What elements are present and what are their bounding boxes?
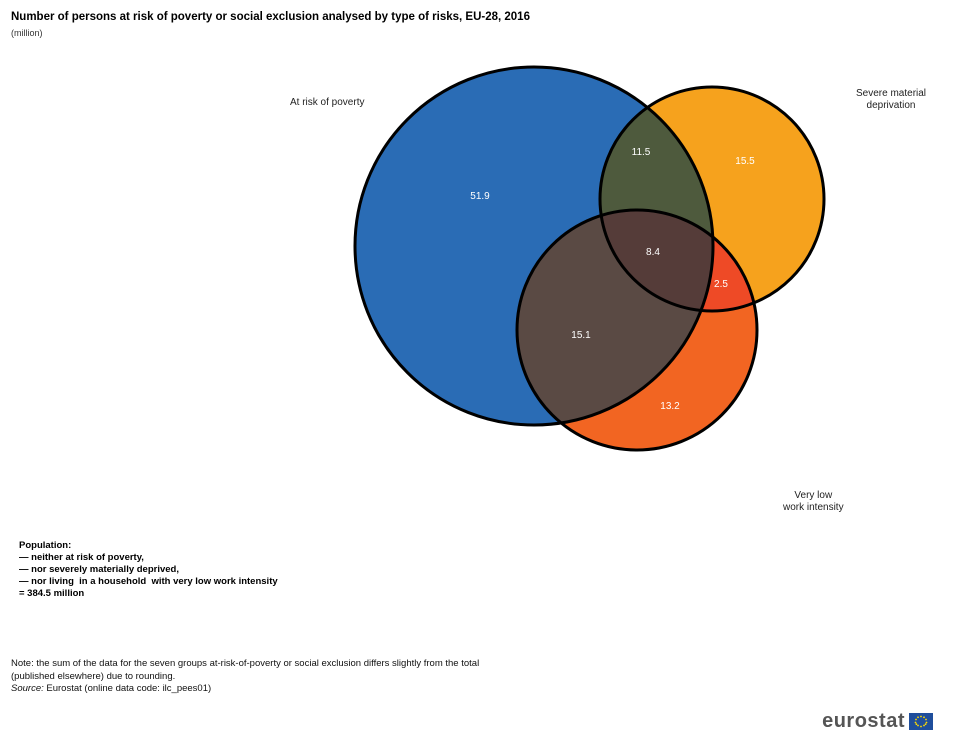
footnote: Note: the sum of the data for the seven … <box>11 658 480 694</box>
value-deprivation-work: 2.5 <box>714 279 728 290</box>
set-label-poverty: At risk of poverty <box>290 97 365 108</box>
value-poverty-work: 15.1 <box>571 330 591 341</box>
source-label: Source: <box>11 683 44 694</box>
logo-text: eurostat <box>822 710 905 732</box>
set-label-work: Very low work intensity <box>783 490 844 513</box>
value-deprivation-only: 15.5 <box>735 156 755 167</box>
set-label-deprivation: Severe material deprivation <box>856 88 927 111</box>
eu-flag-icon <box>909 713 933 730</box>
region-all-three <box>600 210 713 311</box>
eurostat-logo: eurostat <box>822 710 933 733</box>
value-work-only: 13.2 <box>660 401 680 412</box>
value-all-three: 8.4 <box>646 247 660 258</box>
value-poverty-deprivation: 11.5 <box>632 147 651 158</box>
chart-title: Number of persons at risk of poverty or … <box>11 11 530 23</box>
source-text: Eurostat (online data code: ilc_pees01) <box>43 683 212 694</box>
value-poverty-only: 51.9 <box>470 191 490 202</box>
population-note: Population: — neither at risk of poverty… <box>19 540 278 599</box>
chart-unit: (million) <box>11 28 43 38</box>
